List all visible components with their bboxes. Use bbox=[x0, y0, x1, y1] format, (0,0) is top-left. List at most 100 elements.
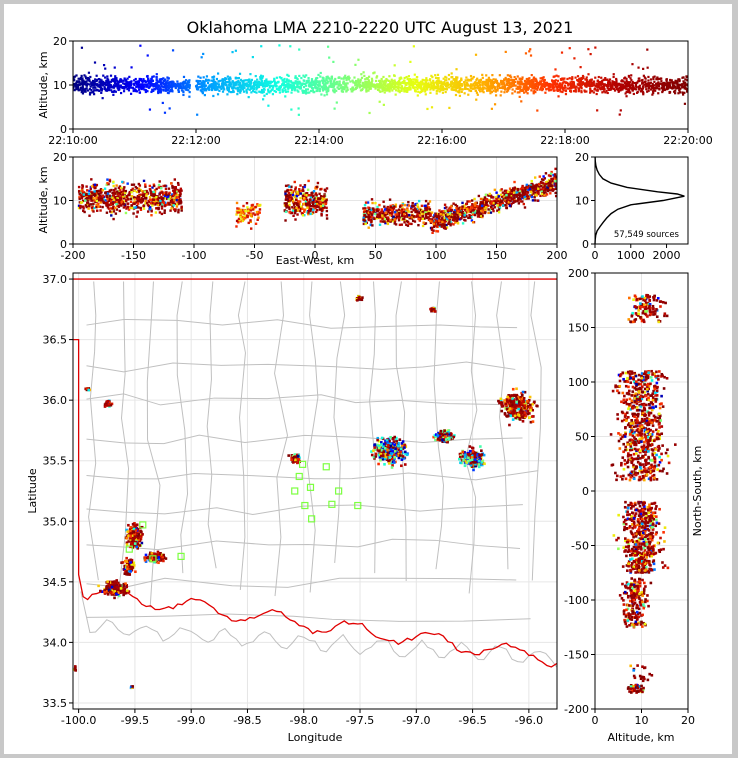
source-point bbox=[209, 85, 212, 88]
source-point bbox=[416, 85, 419, 88]
source-point bbox=[101, 82, 104, 86]
source-point bbox=[91, 81, 95, 84]
source-point bbox=[215, 86, 218, 89]
source-point bbox=[152, 89, 155, 93]
source-point bbox=[77, 77, 80, 80]
source-point bbox=[414, 208, 417, 211]
source-point bbox=[469, 84, 472, 88]
source-point bbox=[179, 200, 182, 203]
source-point bbox=[145, 201, 149, 205]
source-point bbox=[246, 214, 249, 217]
source-point bbox=[456, 90, 459, 93]
source-point bbox=[394, 223, 398, 226]
source-point bbox=[258, 90, 261, 93]
source-point bbox=[582, 77, 585, 80]
source-point bbox=[580, 87, 583, 90]
source-point bbox=[160, 77, 163, 81]
source-point bbox=[632, 92, 635, 96]
source-point bbox=[518, 87, 522, 90]
source-point bbox=[631, 82, 634, 85]
source-point bbox=[342, 77, 345, 80]
source-point bbox=[661, 88, 664, 91]
source-point bbox=[678, 86, 681, 89]
source-point bbox=[306, 88, 310, 91]
source-point bbox=[463, 87, 467, 90]
source-point bbox=[319, 208, 322, 211]
source-point bbox=[505, 189, 508, 192]
source-point bbox=[661, 85, 664, 88]
source-point bbox=[291, 88, 294, 91]
source-point bbox=[96, 83, 99, 86]
source-point bbox=[424, 211, 427, 214]
source-point bbox=[185, 82, 188, 85]
source-point bbox=[265, 80, 269, 83]
source-point bbox=[421, 81, 424, 84]
source-point bbox=[407, 75, 411, 78]
source-point bbox=[469, 79, 473, 82]
source-point bbox=[506, 74, 509, 77]
source-point bbox=[427, 218, 431, 222]
source-point bbox=[165, 193, 168, 196]
source-point bbox=[250, 204, 254, 207]
source-point bbox=[499, 79, 503, 83]
source-point bbox=[120, 199, 123, 202]
source-point bbox=[81, 92, 85, 95]
source-point bbox=[165, 191, 168, 194]
source-point bbox=[445, 85, 448, 88]
source-point bbox=[665, 88, 668, 91]
source-point bbox=[529, 48, 532, 51]
source-point bbox=[242, 80, 245, 84]
source-point bbox=[182, 93, 185, 97]
source-point bbox=[455, 78, 458, 81]
source-point bbox=[367, 83, 371, 86]
source-point bbox=[322, 86, 325, 89]
source-point bbox=[109, 207, 112, 210]
source-point bbox=[323, 193, 326, 196]
source-point bbox=[557, 95, 560, 98]
source-point bbox=[320, 85, 323, 88]
source-point bbox=[75, 74, 78, 77]
source-point bbox=[545, 193, 549, 196]
source-point bbox=[478, 88, 481, 92]
source-point bbox=[652, 85, 655, 89]
source-point bbox=[257, 80, 261, 83]
source-point bbox=[663, 87, 666, 90]
source-point bbox=[588, 81, 591, 84]
source-point bbox=[630, 74, 633, 77]
source-point bbox=[579, 77, 582, 81]
source-point bbox=[602, 90, 605, 93]
source-point bbox=[314, 187, 317, 190]
source-point bbox=[229, 81, 232, 84]
source-point bbox=[289, 188, 293, 192]
source-point bbox=[412, 204, 415, 208]
source-point bbox=[653, 80, 656, 83]
source-point bbox=[418, 219, 422, 222]
source-point bbox=[625, 87, 628, 91]
source-point bbox=[536, 109, 539, 112]
source-point bbox=[596, 109, 599, 112]
source-point bbox=[656, 82, 659, 85]
source-point bbox=[157, 183, 161, 187]
source-point bbox=[538, 83, 542, 86]
source-point bbox=[164, 89, 167, 92]
source-point bbox=[383, 205, 386, 208]
source-point bbox=[317, 73, 320, 77]
source-point bbox=[171, 198, 174, 202]
source-point bbox=[600, 87, 603, 91]
source-point bbox=[441, 91, 445, 94]
source-point bbox=[317, 197, 320, 200]
source-point bbox=[489, 87, 492, 90]
source-point bbox=[297, 90, 300, 93]
source-point bbox=[283, 80, 286, 83]
source-point bbox=[566, 82, 570, 85]
source-point bbox=[290, 81, 293, 84]
source-point bbox=[423, 85, 426, 88]
source-point bbox=[507, 78, 510, 82]
source-point bbox=[594, 76, 597, 79]
source-point bbox=[371, 212, 374, 216]
source-point bbox=[81, 88, 85, 91]
source-point bbox=[160, 207, 164, 210]
source-point bbox=[577, 87, 581, 91]
source-point bbox=[248, 88, 251, 91]
source-point bbox=[215, 77, 219, 81]
